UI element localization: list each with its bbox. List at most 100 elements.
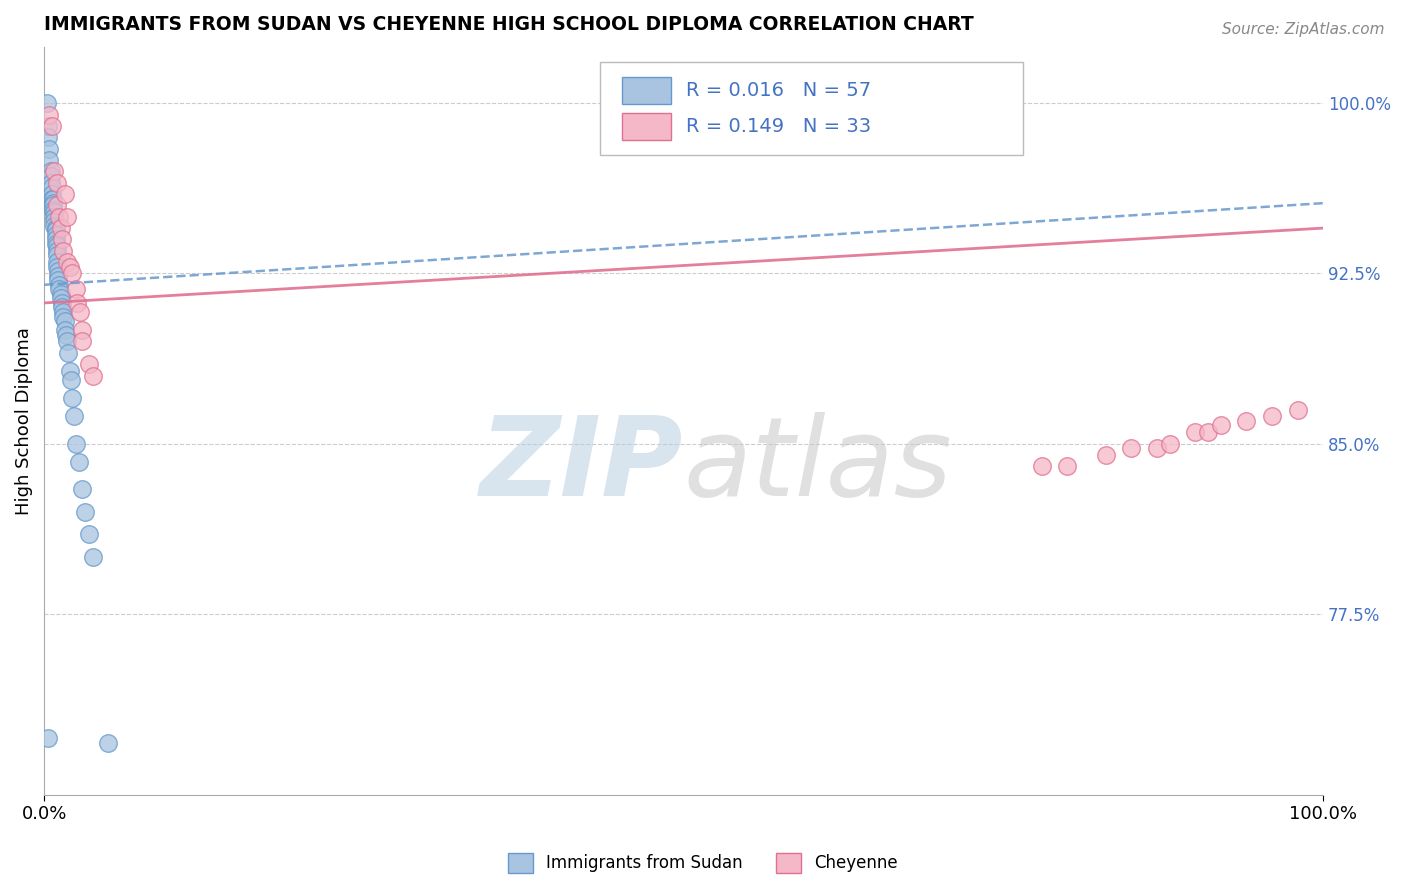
Point [45, 248, 67, 262]
Point [60, 391, 83, 405]
Point [41, 192, 63, 206]
Point [72, 334, 94, 349]
Point [77, 357, 100, 371]
Point [37, 119, 59, 133]
Point [65, 436, 87, 450]
Point [56, 255, 79, 269]
Point [67, 455, 90, 469]
Point [1261, 409, 1284, 424]
Point [49, 221, 72, 235]
Point [49, 286, 72, 301]
Point [42, 196, 65, 211]
Point [45, 176, 67, 190]
Point [53, 314, 76, 328]
Point [39, 176, 62, 190]
Point [66, 296, 89, 310]
Point [45, 198, 67, 212]
Point [42, 192, 65, 206]
Point [1146, 441, 1168, 455]
Point [45, 237, 67, 252]
Text: atlas: atlas [683, 412, 952, 519]
Point [38, 142, 60, 156]
Point [45, 244, 67, 258]
Point [56, 334, 79, 349]
Point [60, 267, 83, 281]
Point [1121, 441, 1143, 455]
Point [46, 268, 69, 283]
Point [82, 549, 104, 564]
Point [38, 108, 60, 122]
Point [56, 210, 79, 224]
Point [77, 527, 100, 541]
Point [39, 169, 62, 183]
Point [48, 282, 70, 296]
Point [1056, 459, 1078, 474]
Point [52, 310, 75, 324]
Point [1094, 448, 1116, 462]
Text: IMMIGRANTS FROM SUDAN VS CHEYENNE HIGH SCHOOL DIPLOMA CORRELATION CHART: IMMIGRANTS FROM SUDAN VS CHEYENNE HIGH S… [44, 15, 974, 34]
Point [1031, 459, 1053, 474]
Point [65, 282, 87, 296]
Point [45, 227, 67, 242]
Point [48, 210, 70, 224]
Point [1209, 418, 1232, 433]
Text: Source: ZipAtlas.com: Source: ZipAtlas.com [1222, 22, 1385, 37]
Point [49, 292, 72, 306]
Point [45, 223, 67, 237]
Point [53, 323, 76, 337]
Point [37, 731, 59, 746]
Point [52, 244, 75, 258]
Point [45, 239, 67, 253]
Point [1184, 425, 1206, 440]
Point [41, 187, 63, 202]
Point [1234, 414, 1257, 428]
Point [45, 255, 67, 269]
Legend: Immigrants from Sudan, Cheyenne: Immigrants from Sudan, Cheyenne [501, 847, 905, 880]
Point [51, 301, 73, 315]
Point [44, 214, 66, 228]
Point [46, 264, 69, 278]
Point [44, 164, 66, 178]
Point [42, 202, 65, 217]
Point [45, 232, 67, 246]
Point [1159, 436, 1181, 450]
Y-axis label: High School Diploma: High School Diploma [15, 327, 32, 515]
Point [35, 96, 58, 111]
Point [52, 305, 75, 319]
Point [1286, 402, 1309, 417]
Point [53, 187, 76, 202]
Point [62, 409, 84, 424]
Point [82, 368, 104, 383]
Point [42, 198, 65, 212]
Point [45, 260, 67, 274]
Point [48, 277, 70, 292]
Point [44, 205, 66, 219]
Point [45, 221, 67, 235]
Point [39, 164, 62, 178]
Point [51, 232, 73, 246]
Point [59, 260, 82, 274]
Text: ZIP: ZIP [479, 412, 683, 519]
Point [44, 210, 66, 224]
Point [1197, 425, 1219, 440]
Point [72, 482, 94, 496]
FancyBboxPatch shape [600, 62, 1022, 155]
Text: R = 0.149   N = 33: R = 0.149 N = 33 [686, 117, 872, 136]
Point [69, 305, 91, 319]
Point [97, 736, 120, 750]
Point [59, 373, 82, 387]
Point [46, 273, 69, 287]
Point [55, 327, 77, 342]
Point [41, 119, 63, 133]
Point [51, 296, 73, 310]
Point [73, 505, 96, 519]
Point [59, 364, 82, 378]
Point [41, 180, 63, 194]
FancyBboxPatch shape [623, 113, 671, 140]
Point [38, 153, 60, 167]
Point [72, 323, 94, 337]
Text: R = 0.016   N = 57: R = 0.016 N = 57 [686, 81, 872, 100]
Point [44, 219, 66, 233]
Point [58, 346, 80, 360]
FancyBboxPatch shape [623, 78, 671, 104]
